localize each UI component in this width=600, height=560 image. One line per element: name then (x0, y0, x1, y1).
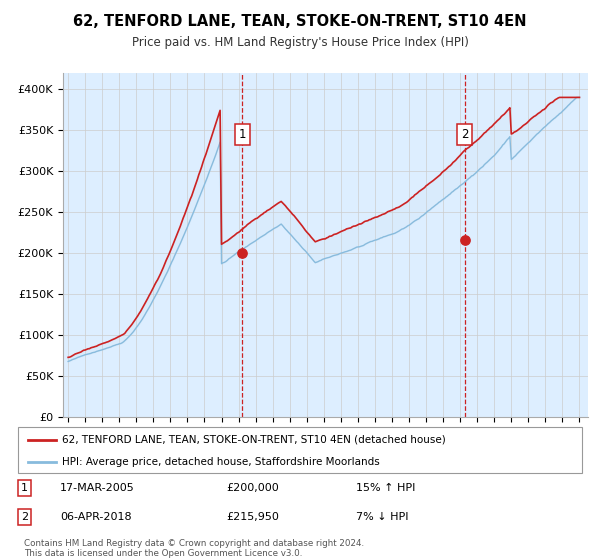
Text: 1: 1 (21, 483, 28, 493)
Text: £215,950: £215,950 (227, 512, 280, 522)
Text: Price paid vs. HM Land Registry's House Price Index (HPI): Price paid vs. HM Land Registry's House … (131, 36, 469, 49)
Text: 2: 2 (461, 128, 469, 141)
Point (238, 249, 247, 258)
Text: 15% ↑ HPI: 15% ↑ HPI (356, 483, 416, 493)
Text: 62, TENFORD LANE, TEAN, STOKE-ON-TRENT, ST10 4EN (detached house): 62, TENFORD LANE, TEAN, STOKE-ON-TRENT, … (62, 435, 446, 445)
Text: 17-MAR-2005: 17-MAR-2005 (60, 483, 135, 493)
Point (460, 236, 470, 245)
Text: 7% ↓ HPI: 7% ↓ HPI (356, 512, 409, 522)
FancyBboxPatch shape (18, 427, 582, 473)
Text: 06-APR-2018: 06-APR-2018 (60, 512, 132, 522)
Text: 2: 2 (21, 512, 28, 522)
Text: 62, TENFORD LANE, TEAN, STOKE-ON-TRENT, ST10 4EN: 62, TENFORD LANE, TEAN, STOKE-ON-TRENT, … (73, 14, 527, 29)
Text: HPI: Average price, detached house, Staffordshire Moorlands: HPI: Average price, detached house, Staf… (62, 457, 380, 466)
Text: 1: 1 (238, 128, 246, 141)
Text: Contains HM Land Registry data © Crown copyright and database right 2024.
This d: Contains HM Land Registry data © Crown c… (24, 539, 364, 558)
Text: £200,000: £200,000 (227, 483, 280, 493)
